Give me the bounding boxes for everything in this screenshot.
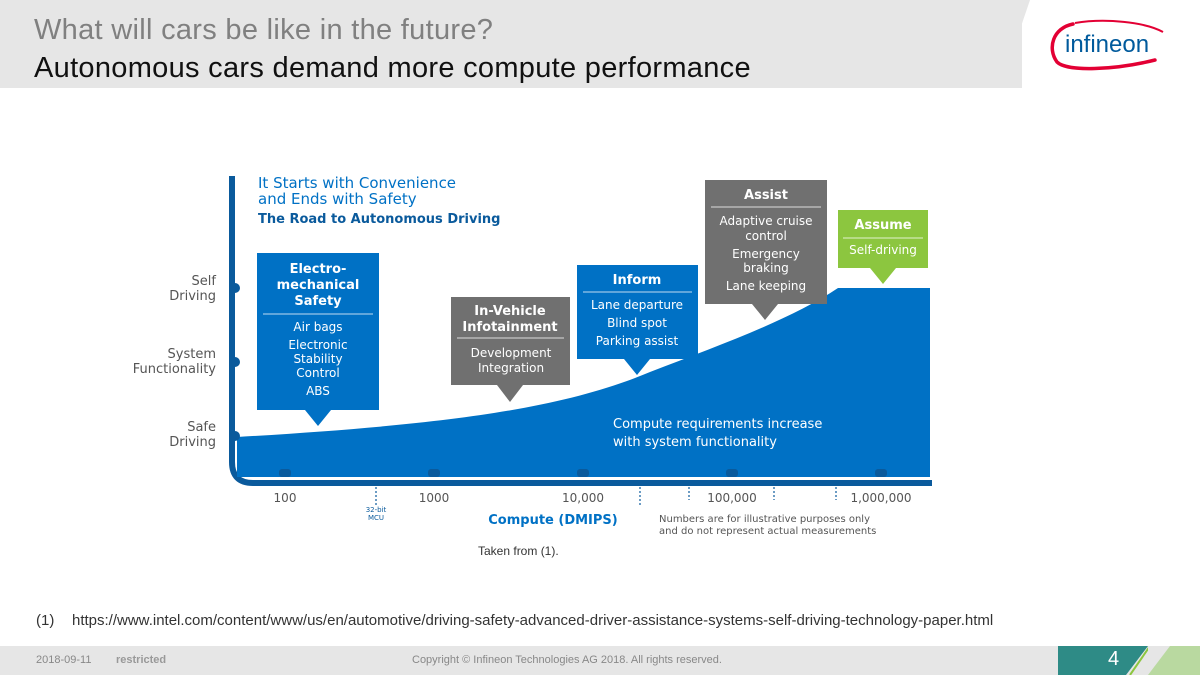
x-tick-1000000	[875, 469, 887, 477]
inform-item: Lane departure	[591, 298, 683, 312]
y-tick-system-functionality	[230, 357, 240, 367]
footnote: (1) https://www.intel.com/content/www/us/…	[36, 612, 993, 629]
disclaimer-line2: and do not represent actual measurements	[659, 526, 876, 537]
assist-title: Assist	[744, 188, 788, 203]
x-tick-100	[279, 469, 291, 477]
footer-accent	[1148, 646, 1200, 675]
electro-item: Air bags	[293, 320, 342, 334]
diagram-heading-line1: It Starts with Convenience	[258, 174, 456, 192]
x-label-100000: 100,000	[707, 491, 757, 505]
infotainment-item: Integration	[478, 361, 544, 375]
electro-title-1: Electro-	[290, 262, 347, 277]
assist-item: braking	[743, 261, 788, 275]
x-label-100: 100	[274, 491, 297, 505]
x-axis-title: Compute (DMIPS)	[488, 513, 617, 528]
disclaimer-line1: Numbers are for illustrative purposes on…	[659, 514, 870, 525]
y-tick-safe-driving	[230, 431, 240, 441]
mcu-label-1: 32-bit	[366, 506, 387, 514]
axis-frame	[229, 176, 932, 486]
footnote-number: (1)	[36, 612, 55, 629]
footer-classification: restricted	[116, 654, 167, 666]
x-tick-1000	[428, 469, 440, 477]
electro-item: Stability	[293, 352, 342, 366]
slide-title-line1: What will cars be like in the future?	[34, 14, 494, 46]
electro-item: Control	[296, 366, 339, 380]
x-tick-10000	[577, 469, 589, 477]
infineon-logo: infineon	[1050, 19, 1164, 71]
x-label-1000: 1000	[419, 491, 450, 505]
box-assume: Assume Self-driving	[838, 210, 928, 284]
electro-item: ABS	[306, 384, 330, 398]
electro-title-3: Safety	[294, 294, 342, 309]
assist-item: control	[745, 229, 787, 243]
infotainment-title-2: Infotainment	[462, 320, 557, 335]
page-number: 4	[1108, 648, 1120, 670]
assist-item: Lane keeping	[726, 279, 806, 293]
footer-band	[0, 646, 1200, 675]
box-assist: Assist Adaptive cruise control Emergency…	[705, 180, 827, 320]
slide-title-line2: Autonomous cars demand more compute perf…	[34, 52, 751, 84]
curve-text-line2: with system functionality	[613, 435, 777, 450]
box-in-vehicle-infotainment: In-Vehicle Infotainment Development Inte…	[451, 297, 570, 402]
y-label-self-1: Self	[192, 274, 217, 289]
diagram-heading-line3: The Road to Autonomous Driving	[258, 212, 500, 227]
x-label-10000: 10,000	[562, 491, 604, 505]
y-tick-self-driving	[230, 283, 240, 293]
electro-item: Electronic	[288, 338, 347, 352]
infotainment-title-1: In-Vehicle	[474, 304, 546, 319]
assist-item: Adaptive cruise	[719, 214, 812, 228]
page-number-box	[1058, 646, 1148, 675]
inform-item: Blind spot	[607, 316, 667, 330]
assume-title: Assume	[854, 218, 911, 233]
curve-text-line1: Compute requirements increase	[613, 417, 822, 432]
assume-item: Self-driving	[849, 243, 917, 257]
x-tick-100000	[726, 469, 738, 477]
header-band-cut	[1000, 0, 1030, 88]
figure-caption: Taken from (1).	[478, 544, 559, 558]
footnote-link[interactable]: https://www.intel.com/content/www/us/en/…	[72, 612, 994, 629]
box-electromechanical-safety: Electro- mechanical Safety Air bags Elec…	[257, 253, 379, 426]
inform-item: Parking assist	[596, 334, 679, 348]
y-label-system-1: System	[168, 347, 216, 362]
assist-item: Emergency	[732, 247, 800, 261]
y-label-safe-2: Driving	[169, 435, 216, 450]
electro-title-2: mechanical	[277, 278, 360, 293]
footer-copyright: Copyright © Infineon Technologies AG 201…	[412, 654, 722, 666]
footer-date: 2018-09-11	[36, 654, 92, 666]
infotainment-item: Development	[471, 346, 552, 360]
x-label-1000000: 1,000,000	[850, 491, 911, 505]
mcu-label-2: MCU	[368, 514, 384, 522]
inform-title: Inform	[613, 273, 662, 288]
diagram-heading-line2: and Ends with Safety	[258, 190, 417, 208]
logo-wordmark: infineon	[1065, 31, 1149, 58]
compute-curve-area	[237, 288, 930, 477]
header-band	[0, 0, 1022, 88]
box-inform: Inform Lane departure Blind spot Parking…	[577, 265, 698, 375]
y-label-system-2: Functionality	[133, 362, 217, 377]
y-label-safe-1: Safe	[187, 420, 216, 435]
y-label-self-2: Driving	[169, 289, 216, 304]
